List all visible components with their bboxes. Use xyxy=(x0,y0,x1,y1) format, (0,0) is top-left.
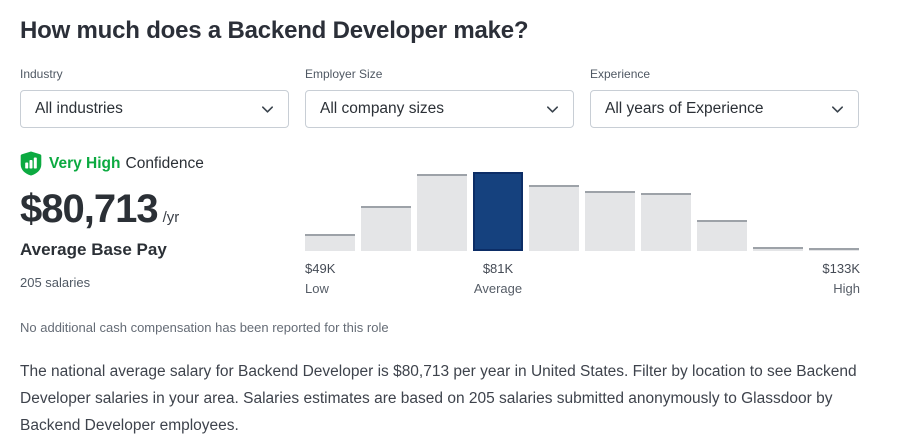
filters-row: Industry All industries Employer Size Al… xyxy=(20,67,859,128)
high-caption: High xyxy=(833,281,860,296)
histogram-axis-labels: $49K Low $81K Average $133K High xyxy=(305,261,860,303)
salary-description: The national average salary for Backend … xyxy=(20,363,857,434)
salary-main: Very High Confidence $80,713 /yr Average… xyxy=(20,151,880,303)
salary-summary: Very High Confidence $80,713 /yr Average… xyxy=(20,151,305,303)
histogram-bar[interactable] xyxy=(809,248,859,251)
histogram-bar[interactable] xyxy=(585,191,635,251)
low-value: $49K xyxy=(305,261,336,276)
confidence-level: Very High xyxy=(49,154,121,172)
confidence-badge: Very High Confidence xyxy=(20,151,305,176)
high-value: $133K xyxy=(822,261,860,276)
average-base-pay-label: Average Base Pay xyxy=(20,240,167,259)
average-salary-amount: $80,713 xyxy=(20,187,159,231)
experience-dropdown[interactable]: All years of Experience xyxy=(590,90,859,128)
salary-histogram: $49K Low $81K Average $133K High xyxy=(305,151,860,303)
filter-experience: Experience All years of Experience xyxy=(590,67,859,128)
industry-dropdown[interactable]: All industries xyxy=(20,90,289,128)
industry-label: Industry xyxy=(20,67,63,81)
axis-label-high: $133K High xyxy=(822,261,860,297)
chevron-down-icon xyxy=(260,102,275,117)
experience-dropdown-value: All years of Experience xyxy=(605,100,764,117)
industry-dropdown-value: All industries xyxy=(35,100,123,117)
experience-label: Experience xyxy=(590,67,651,81)
filter-employer-size: Employer Size All company sizes xyxy=(305,67,574,128)
histogram-bar[interactable] xyxy=(529,185,579,251)
axis-label-low: $49K Low xyxy=(305,261,335,297)
histogram-bars xyxy=(305,151,860,251)
employer-size-dropdown[interactable]: All company sizes xyxy=(305,90,574,128)
salary-count: 205 salaries xyxy=(20,275,91,290)
average-salary: $80,713 /yr xyxy=(20,187,305,231)
cash-compensation-note: No additional cash compensation has been… xyxy=(20,320,389,335)
page-title: How much does a Backend Developer make? xyxy=(20,17,529,44)
histogram-bar[interactable] xyxy=(697,220,747,251)
histogram-bar[interactable] xyxy=(305,234,355,251)
histogram-bar[interactable] xyxy=(417,174,467,251)
confidence-word: Confidence xyxy=(125,154,204,172)
chevron-down-icon xyxy=(830,102,845,117)
histogram-bar[interactable] xyxy=(641,193,691,251)
histogram-bar[interactable] xyxy=(361,206,411,251)
chevron-down-icon xyxy=(545,102,560,117)
histogram-bar-highlight[interactable] xyxy=(473,172,523,251)
average-value: $81K xyxy=(482,261,514,276)
axis-label-average: $81K Average xyxy=(474,261,522,297)
low-caption: Low xyxy=(305,281,329,296)
employer-size-label: Employer Size xyxy=(305,67,383,81)
average-caption: Average xyxy=(473,281,523,296)
shield-chart-icon xyxy=(20,151,42,176)
filter-industry: Industry All industries xyxy=(20,67,289,128)
employer-size-dropdown-value: All company sizes xyxy=(320,100,445,117)
histogram-bar[interactable] xyxy=(753,247,803,251)
salary-period: /yr xyxy=(162,209,180,226)
